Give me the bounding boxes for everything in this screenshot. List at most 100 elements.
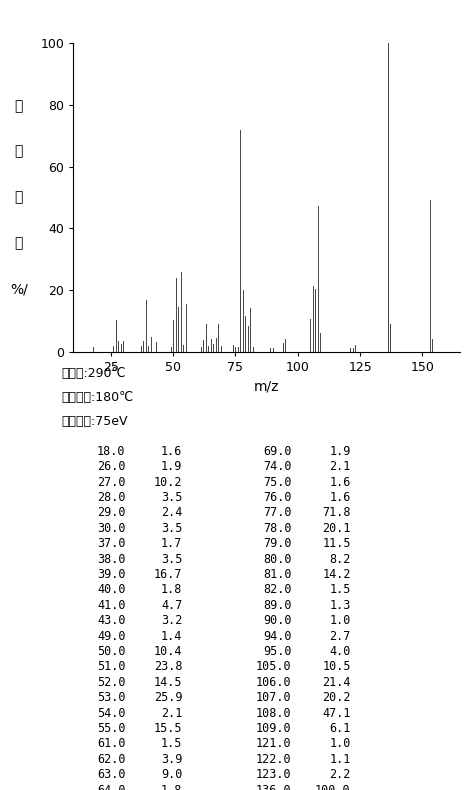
Text: 20.2: 20.2 bbox=[322, 691, 351, 704]
Text: 18.0: 18.0 bbox=[97, 445, 126, 457]
Text: 电子能量:75eV: 电子能量:75eV bbox=[62, 415, 128, 427]
Text: 40.0: 40.0 bbox=[97, 583, 126, 596]
Text: 1.0: 1.0 bbox=[329, 738, 351, 750]
Text: 样品温度:180℃: 样品温度:180℃ bbox=[62, 391, 134, 404]
Text: 2.4: 2.4 bbox=[161, 506, 182, 519]
Text: 3.5: 3.5 bbox=[161, 491, 182, 504]
Text: 23.8: 23.8 bbox=[154, 660, 182, 673]
Text: 30.0: 30.0 bbox=[97, 521, 126, 535]
Text: 相: 相 bbox=[15, 99, 23, 113]
Text: 89.0: 89.0 bbox=[263, 599, 292, 611]
Text: 82.0: 82.0 bbox=[263, 583, 292, 596]
Text: 121.0: 121.0 bbox=[256, 738, 292, 750]
Text: 1.9: 1.9 bbox=[329, 445, 351, 457]
Text: 1.5: 1.5 bbox=[329, 583, 351, 596]
Text: 52.0: 52.0 bbox=[97, 675, 126, 689]
Text: 3.2: 3.2 bbox=[161, 615, 182, 627]
Text: 95.0: 95.0 bbox=[263, 645, 292, 658]
Text: 1.8: 1.8 bbox=[161, 583, 182, 596]
Text: 1.6: 1.6 bbox=[329, 491, 351, 504]
Text: 80.0: 80.0 bbox=[263, 553, 292, 566]
Text: 14.5: 14.5 bbox=[154, 675, 182, 689]
Text: 11.5: 11.5 bbox=[322, 537, 351, 550]
Text: 47.1: 47.1 bbox=[322, 706, 351, 720]
Text: 28.0: 28.0 bbox=[97, 491, 126, 504]
Text: 123.0: 123.0 bbox=[256, 768, 292, 781]
Text: 39.0: 39.0 bbox=[97, 568, 126, 581]
Text: 3.5: 3.5 bbox=[161, 553, 182, 566]
Text: 71.8: 71.8 bbox=[322, 506, 351, 519]
Text: 1.9: 1.9 bbox=[161, 460, 182, 473]
Text: 78.0: 78.0 bbox=[263, 521, 292, 535]
Text: 4.7: 4.7 bbox=[161, 599, 182, 611]
Text: 108.0: 108.0 bbox=[256, 706, 292, 720]
Text: 94.0: 94.0 bbox=[263, 630, 292, 642]
Text: 20.1: 20.1 bbox=[322, 521, 351, 535]
Text: 29.0: 29.0 bbox=[97, 506, 126, 519]
Text: 度: 度 bbox=[15, 236, 23, 250]
Text: 8.2: 8.2 bbox=[329, 553, 351, 566]
Text: 10.5: 10.5 bbox=[322, 660, 351, 673]
Text: 105.0: 105.0 bbox=[256, 660, 292, 673]
X-axis label: m/z: m/z bbox=[254, 379, 279, 393]
Text: 74.0: 74.0 bbox=[263, 460, 292, 473]
Text: 2.2: 2.2 bbox=[329, 768, 351, 781]
Text: 强: 强 bbox=[15, 190, 23, 205]
Text: 2.7: 2.7 bbox=[329, 630, 351, 642]
Text: 76.0: 76.0 bbox=[263, 491, 292, 504]
Text: 3.5: 3.5 bbox=[161, 521, 182, 535]
Text: 10.4: 10.4 bbox=[154, 645, 182, 658]
Text: 21.4: 21.4 bbox=[322, 675, 351, 689]
Text: 81.0: 81.0 bbox=[263, 568, 292, 581]
Text: 1.3: 1.3 bbox=[329, 599, 351, 611]
Text: 2.1: 2.1 bbox=[161, 706, 182, 720]
Text: 4.0: 4.0 bbox=[329, 645, 351, 658]
Text: 15.5: 15.5 bbox=[154, 722, 182, 735]
Text: 对: 对 bbox=[15, 145, 23, 159]
Text: 37.0: 37.0 bbox=[97, 537, 126, 550]
Text: 53.0: 53.0 bbox=[97, 691, 126, 704]
Text: 16.7: 16.7 bbox=[154, 568, 182, 581]
Text: 14.2: 14.2 bbox=[322, 568, 351, 581]
Text: 51.0: 51.0 bbox=[97, 660, 126, 673]
Text: 1.0: 1.0 bbox=[329, 615, 351, 627]
Text: 106.0: 106.0 bbox=[256, 675, 292, 689]
Text: 27.0: 27.0 bbox=[97, 476, 126, 488]
Text: 1.7: 1.7 bbox=[161, 537, 182, 550]
Text: 63.0: 63.0 bbox=[97, 768, 126, 781]
Text: 6.1: 6.1 bbox=[329, 722, 351, 735]
Text: 2.1: 2.1 bbox=[329, 460, 351, 473]
Text: 38.0: 38.0 bbox=[97, 553, 126, 566]
Text: %/: %/ bbox=[10, 282, 28, 296]
Text: 41.0: 41.0 bbox=[97, 599, 126, 611]
Text: 136.0: 136.0 bbox=[256, 784, 292, 790]
Text: 64.0: 64.0 bbox=[97, 784, 126, 790]
Text: 1.6: 1.6 bbox=[329, 476, 351, 488]
Text: 75.0: 75.0 bbox=[263, 476, 292, 488]
Text: 90.0: 90.0 bbox=[263, 615, 292, 627]
Text: 55.0: 55.0 bbox=[97, 722, 126, 735]
Text: 43.0: 43.0 bbox=[97, 615, 126, 627]
Text: 1.6: 1.6 bbox=[161, 445, 182, 457]
Text: 9.0: 9.0 bbox=[161, 768, 182, 781]
Text: 1.8: 1.8 bbox=[161, 784, 182, 790]
Text: 109.0: 109.0 bbox=[256, 722, 292, 735]
Text: 69.0: 69.0 bbox=[263, 445, 292, 457]
Text: 61.0: 61.0 bbox=[97, 738, 126, 750]
Text: 1.5: 1.5 bbox=[161, 738, 182, 750]
Text: 25.9: 25.9 bbox=[154, 691, 182, 704]
Text: 100.0: 100.0 bbox=[315, 784, 351, 790]
Text: 49.0: 49.0 bbox=[97, 630, 126, 642]
Text: 50.0: 50.0 bbox=[97, 645, 126, 658]
Text: 源温度:290℃: 源温度:290℃ bbox=[62, 367, 126, 380]
Text: 62.0: 62.0 bbox=[97, 753, 126, 766]
Text: 3.9: 3.9 bbox=[161, 753, 182, 766]
Text: 79.0: 79.0 bbox=[263, 537, 292, 550]
Text: 1.1: 1.1 bbox=[329, 753, 351, 766]
Text: 107.0: 107.0 bbox=[256, 691, 292, 704]
Text: 26.0: 26.0 bbox=[97, 460, 126, 473]
Text: 77.0: 77.0 bbox=[263, 506, 292, 519]
Text: 10.2: 10.2 bbox=[154, 476, 182, 488]
Text: 122.0: 122.0 bbox=[256, 753, 292, 766]
Text: 54.0: 54.0 bbox=[97, 706, 126, 720]
